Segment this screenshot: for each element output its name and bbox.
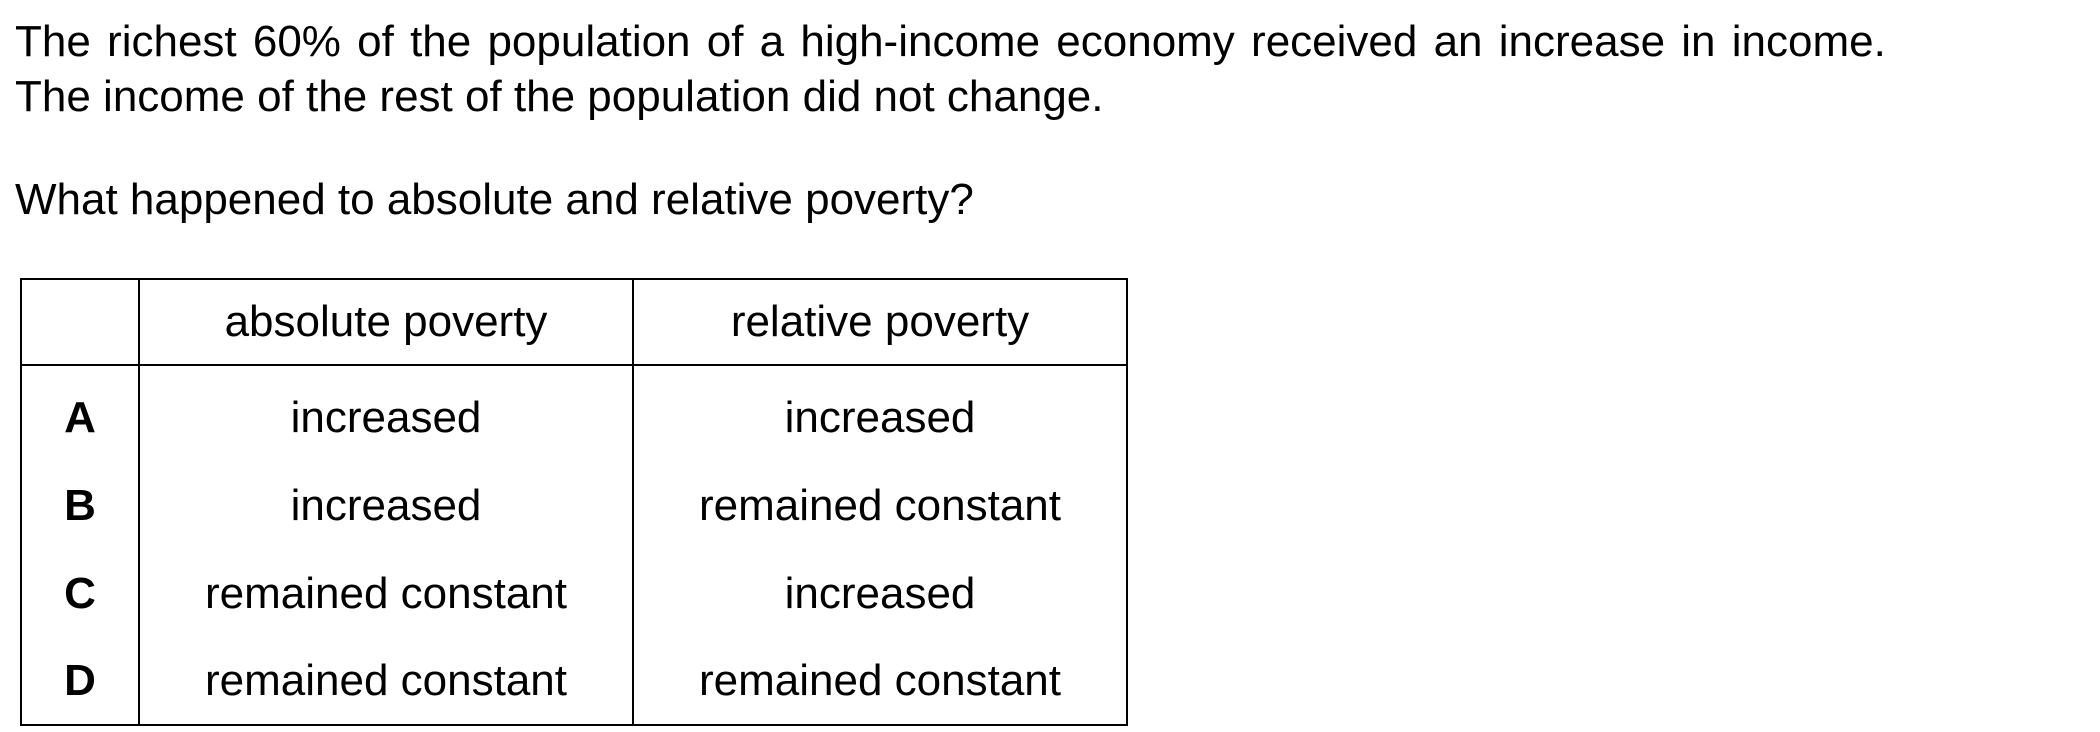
table-header-row: absolute poverty relative poverty <box>20 278 1128 366</box>
question-stem: The richest 60% of the population of a h… <box>15 14 2075 124</box>
option-row-c[interactable]: C remained constant increased <box>20 550 1128 638</box>
option-row-d[interactable]: D remained constant remained constant <box>20 638 1128 726</box>
option-absolute-value: remained constant <box>138 550 634 638</box>
option-letter: D <box>20 638 140 726</box>
header-relative-poverty: relative poverty <box>632 278 1128 366</box>
option-relative-value: increased <box>632 550 1128 638</box>
option-letter: A <box>20 365 140 462</box>
stem-line-2: The income of the rest of the population… <box>15 72 1104 121</box>
answer-options-table: absolute poverty relative poverty A incr… <box>20 278 1128 726</box>
option-absolute-value: increased <box>138 365 634 462</box>
option-relative-value: increased <box>632 365 1128 462</box>
option-row-b[interactable]: B increased remained constant <box>20 462 1128 550</box>
header-empty-cell <box>20 278 140 366</box>
option-letter: C <box>20 550 140 638</box>
option-row-a[interactable]: A increased increased <box>20 365 1128 462</box>
option-absolute-value: increased <box>138 462 634 550</box>
option-relative-value: remained constant <box>632 638 1128 726</box>
option-relative-value: remained constant <box>632 462 1128 550</box>
option-letter: B <box>20 462 140 550</box>
question-prompt: What happened to absolute and relative p… <box>15 175 974 224</box>
option-absolute-value: remained constant <box>138 638 634 726</box>
header-absolute-poverty: absolute poverty <box>138 278 634 366</box>
stem-line-1: The richest 60% of the population of a h… <box>15 17 1886 66</box>
